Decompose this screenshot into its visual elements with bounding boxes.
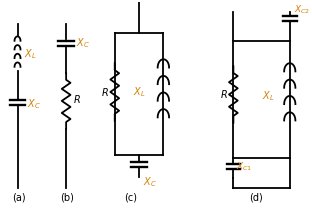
Text: $X_{C2}$: $X_{C2}$ bbox=[294, 3, 310, 16]
Text: $X_C$: $X_C$ bbox=[76, 37, 90, 50]
Text: $X_C$: $X_C$ bbox=[143, 175, 157, 189]
Text: $R$: $R$ bbox=[101, 86, 109, 98]
Text: $X_{C1}$: $X_{C1}$ bbox=[236, 160, 253, 173]
Text: (a): (a) bbox=[12, 192, 25, 202]
Text: (b): (b) bbox=[60, 192, 74, 202]
Text: (d): (d) bbox=[249, 192, 263, 202]
Text: $X_L$: $X_L$ bbox=[24, 47, 37, 61]
Text: (c): (c) bbox=[124, 192, 138, 202]
Text: $R$: $R$ bbox=[220, 88, 228, 100]
Text: $X_L$: $X_L$ bbox=[134, 85, 146, 99]
Text: $R$: $R$ bbox=[73, 93, 81, 105]
Text: $X_L$: $X_L$ bbox=[262, 89, 274, 103]
Text: $X_C$: $X_C$ bbox=[27, 97, 41, 111]
